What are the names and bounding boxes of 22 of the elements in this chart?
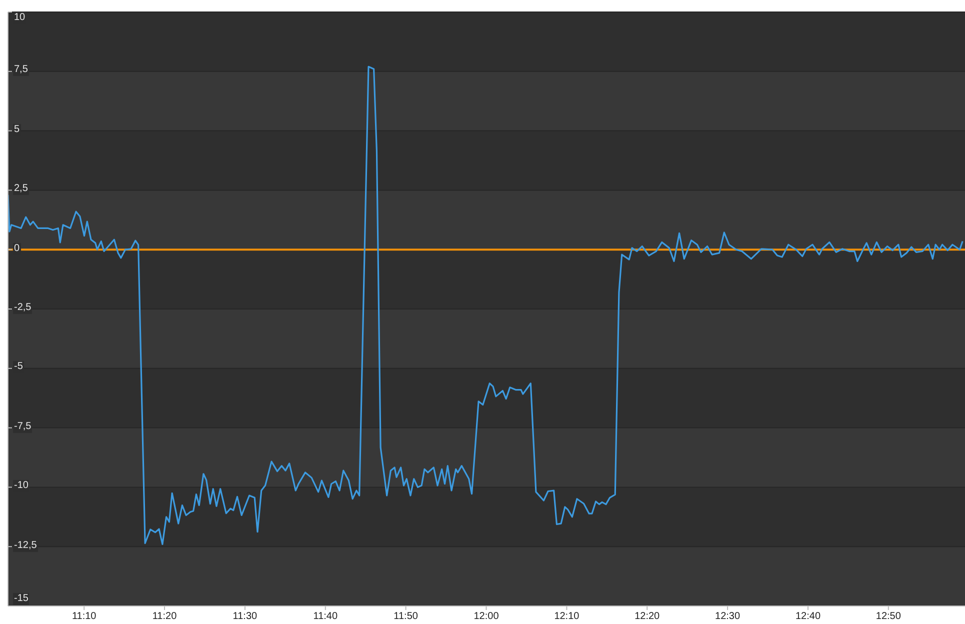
x-tick-label: 12:30 [715,611,741,622]
x-tick-label: 12:50 [876,611,902,622]
y-tick-label: 2,5 [13,183,29,196]
y-tick-label: -5 [13,361,24,374]
y-tick-label: 10 [13,12,26,24]
y-tick-label: -7,5 [13,420,32,433]
x-tick-label: 12:20 [634,611,660,622]
y-tick-label: 7,5 [13,64,29,76]
y-tick-label: 5 [13,124,21,136]
y-tick-label: -12,5 [13,540,38,552]
x-tick-label: 11:40 [313,611,338,622]
x-tick-label: 11:10 [72,611,97,622]
y-tick-label: -15 [13,593,30,605]
x-tick-label: 11:30 [232,611,258,622]
x-tick-label: 12:10 [554,611,580,622]
x-tick-label: 12:40 [795,611,821,622]
y-tick-label: -2,5 [13,302,32,314]
y-tick-label: -10 [13,480,30,492]
y-tick-label: 0 [13,242,21,255]
x-tick-label: 12:00 [474,611,500,622]
x-tick-label: 11:50 [394,611,418,622]
x-tick-label: 11:20 [152,611,178,622]
